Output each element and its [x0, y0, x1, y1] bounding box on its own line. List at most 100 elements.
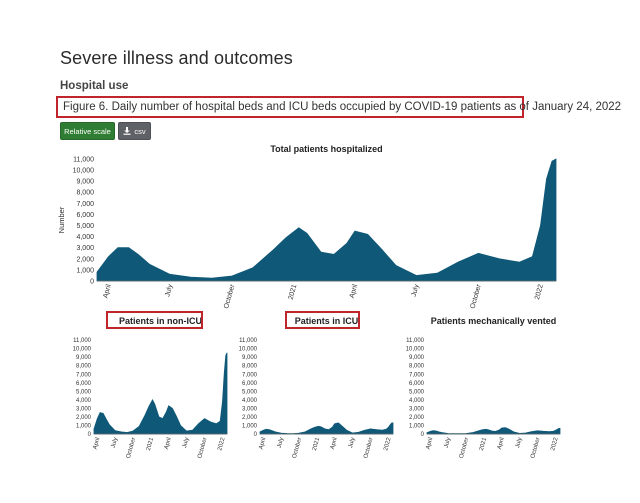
x-tick-label: July: [164, 283, 174, 297]
y-tick-label: 0: [90, 278, 94, 285]
x-tick-label: April: [102, 283, 113, 299]
x-tick-label: 2022: [217, 436, 226, 451]
y-tick-label: 3,000: [76, 245, 94, 252]
y-tick-label: 5,000: [242, 389, 258, 395]
y-tick-label: 3,000: [409, 406, 425, 412]
y-tick-label: 0: [421, 432, 425, 438]
y-tick-label: 7,000: [76, 372, 92, 378]
csv-label: csv: [134, 126, 146, 136]
x-tick-label: July: [277, 437, 286, 449]
y-tick-label: 8,000: [409, 364, 425, 370]
chart-title: Patients in ICU: [295, 316, 359, 326]
y-tick-label: 6,000: [409, 381, 425, 387]
y-tick-label: 9,000: [242, 355, 258, 361]
y-tick-label: 1,000: [76, 267, 94, 274]
y-tick-label: 8,000: [76, 364, 92, 370]
y-tick-label: 10,000: [73, 168, 95, 175]
x-tick-label: July: [182, 437, 191, 449]
x-tick-label: 2021: [479, 436, 488, 451]
x-tick-label: April: [164, 437, 173, 450]
non-icu-chart: Patients in non-ICU 0 1,000 2,000 3,000 4,000…: [73, 316, 228, 459]
x-tick-label: 2021: [288, 284, 299, 301]
y-tick-label: 1,000: [76, 424, 92, 430]
x-tick-label: October: [197, 437, 208, 459]
x-tick-label: July: [411, 283, 421, 297]
y-tick-label: 8,000: [242, 364, 258, 370]
y-tick-label: 5,000: [76, 223, 94, 230]
y-tick-label: 1,000: [242, 424, 258, 430]
y-tick-label: 2,000: [76, 415, 92, 421]
download-icon: [123, 127, 131, 135]
y-tick-label: 9,000: [76, 355, 92, 361]
chart-title: Patients mechanically vented: [431, 316, 557, 326]
y-tick-label: 4,000: [409, 398, 425, 404]
y-tick-label: 5,000: [76, 389, 92, 395]
y-tick-label: 3,000: [242, 406, 258, 412]
relative-scale-button[interactable]: Relative scale: [60, 122, 115, 140]
y-tick-label: 10,000: [73, 347, 92, 353]
x-tick-label: 2022: [383, 436, 392, 451]
y-tick-label: 7,000: [409, 372, 425, 378]
x-tick-label: July: [111, 437, 120, 449]
y-tick-label: 10,000: [406, 347, 425, 353]
section-subtitle: Hospital use: [60, 80, 129, 92]
y-tick-label: 10,000: [239, 347, 258, 353]
y-tick-label: 11,000: [73, 338, 92, 344]
vented-chart: Patients mechanically vented 0 1,000 2,000 3…: [406, 316, 561, 459]
series-area: [96, 158, 557, 282]
non-icu-title-highlight: [106, 311, 203, 329]
y-tick-label: 6,000: [242, 381, 258, 387]
series-area: [93, 352, 228, 435]
y-tick-label: 7,000: [242, 372, 258, 378]
y-tick-label: 9,000: [409, 355, 425, 361]
x-tick-label: July: [515, 437, 524, 449]
x-tick-label: October: [292, 437, 303, 459]
x-tick-label: 2022: [550, 436, 559, 451]
y-tick-label: 4,000: [242, 398, 258, 404]
y-tick-label: 4,000: [76, 234, 94, 241]
x-tick-label: 2021: [312, 436, 321, 451]
y-tick-label: 11,000: [239, 338, 258, 344]
series-area: [426, 427, 561, 435]
x-tick-label: October: [459, 437, 470, 459]
x-tick-label: October: [530, 437, 541, 459]
x-tick-label: October: [470, 283, 483, 310]
x-tick-label: October: [223, 283, 236, 310]
y-tick-label: 2,000: [242, 415, 258, 421]
y-tick-label: 4,000: [76, 398, 92, 404]
y-tick-label: 8,000: [76, 190, 94, 197]
x-tick-label: 2021: [146, 436, 155, 451]
x-tick-label: April: [497, 437, 506, 450]
y-tick-label: 0: [88, 432, 92, 438]
csv-download-button[interactable]: csv: [118, 122, 151, 140]
x-tick-label: July: [348, 437, 357, 449]
figure-caption: Figure 6. Daily number of hospital beds …: [63, 101, 622, 113]
x-tick-label: April: [330, 437, 339, 450]
icu-chart: Patients in ICU 0 1,000 2,000 3,000 4,000 5,00…: [239, 316, 394, 459]
y-tick-label: 11,000: [73, 156, 94, 163]
icu-title-highlight: [285, 311, 360, 329]
figure-caption-box: Figure 6. Daily number of hospital beds …: [56, 96, 621, 118]
x-tick-label: April: [349, 283, 360, 299]
y-tick-label: 6,000: [76, 381, 92, 387]
y-tick-label: 0: [254, 432, 258, 438]
y-tick-label: 2,000: [76, 256, 94, 263]
y-tick-label: 9,000: [76, 179, 94, 186]
x-tick-label: October: [126, 437, 137, 459]
x-tick-label: October: [363, 437, 374, 459]
relative-scale-label: Relative scale: [64, 126, 111, 136]
y-tick-label: 3,000: [76, 406, 92, 412]
total-hospitalized-chart: Total patients hospitalized 0 1,000 2,000 3,…: [57, 144, 557, 310]
y-tick-label: 7,000: [76, 201, 94, 208]
x-tick-label: 2022: [534, 284, 545, 301]
y-axis-label: Number: [57, 206, 66, 233]
chart-title: Total patients hospitalized: [270, 144, 382, 154]
y-tick-label: 5,000: [409, 389, 425, 395]
y-tick-label: 11,000: [406, 338, 425, 344]
series-area: [259, 422, 394, 435]
y-tick-label: 2,000: [409, 415, 425, 421]
x-tick-label: July: [444, 437, 453, 449]
chart-title: Patients in non-ICU: [119, 316, 202, 326]
x-tick-label: April: [92, 437, 101, 450]
y-tick-label: 1,000: [409, 424, 425, 430]
